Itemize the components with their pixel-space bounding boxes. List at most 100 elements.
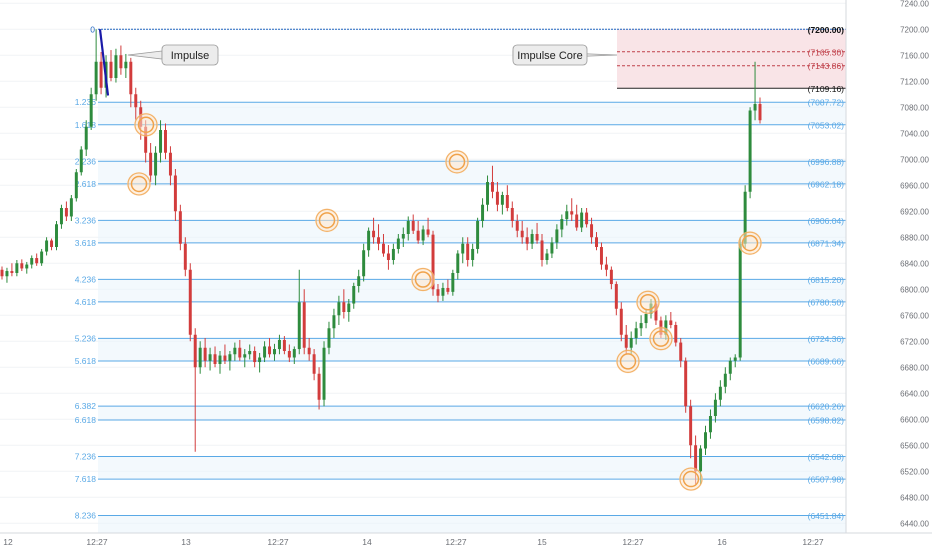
fib-ratio-label: 4.236 [75,274,97,284]
circle-marker-ring [682,470,700,488]
time-tick-label: 15 [537,537,547,547]
fib-ratio-label: 0 [90,24,95,34]
candle-body [495,191,499,205]
candle-body [550,242,554,254]
candle-body [669,320,673,325]
circle-marker-ring [448,153,466,171]
core-level-label: (7109.16) [808,84,845,94]
fib-price-label: (6451.84) [808,511,845,521]
candle-body [426,229,430,235]
candle-body [25,264,29,269]
circle-marker-ring-outer [616,349,640,373]
candle-body [614,284,618,309]
candle-body [168,152,172,176]
candle-body [297,302,301,350]
fib-band [98,456,846,480]
fib-price-label: (6815.20) [808,275,845,285]
fib-price-label: (6962.18) [808,179,845,189]
candle-body [570,211,574,215]
candle-body [604,264,608,270]
impulse-core-zone: (7165.30) (7143.86) (7109.16) [617,29,846,94]
fib-band [98,279,846,302]
candle-body [694,445,698,472]
candle-body [0,269,4,277]
candle-body [713,399,717,416]
candle-body [40,251,44,264]
candle-body [743,191,747,244]
candle-body [738,243,742,358]
price-tick-label: 6560.00 [900,441,929,450]
candle-body [347,303,351,312]
annotations: Impulse Impulse Core [98,29,618,96]
candle-body [213,354,217,364]
price-tick-label: 6440.00 [900,519,929,528]
candle-body [173,175,177,212]
circle-marker-ring [130,175,148,193]
candle-body [263,346,267,358]
price-tick-label: 6520.00 [900,467,929,476]
candle-body [406,221,410,234]
candle-body [119,55,123,69]
time-tick-label: 12 [3,537,13,547]
time-axis-bg [0,533,932,550]
candle-body [733,357,737,361]
candle-body [451,273,455,292]
candle-body [188,269,192,335]
candle-body [396,238,400,249]
candles [0,29,762,485]
candle-body [609,269,613,285]
time-tick-label: 14 [362,537,372,547]
candle-body [352,286,356,304]
candle-body [758,104,762,121]
circle-marker-halo [134,112,158,137]
fib-price-label: (7053.02) [808,120,845,130]
price-tick-label: 6760.00 [900,311,929,320]
circle-marker-ring-outer [315,208,339,232]
candle-body [94,61,98,95]
candle-body [718,386,722,400]
candle-body [590,224,594,238]
candle-body [99,61,103,88]
circle-marker-halo [445,149,469,174]
price-tick-label: 7200.00 [900,25,929,34]
candle-body [312,354,316,374]
impulse-callout-label: Impulse [171,50,210,62]
price-tick-label: 7160.00 [900,51,929,60]
price-tick-label: 6640.00 [900,389,929,398]
candle-body [337,302,341,316]
candle-body [560,219,564,230]
fib-price-label: (6507.98) [808,475,845,485]
candle-body [619,308,623,335]
candle-body [228,354,232,361]
fib-price-label: (6996.88) [808,157,845,167]
core-zone-rect [617,29,846,89]
impulse-core-callout-box [512,44,588,66]
price-tick-label: 7040.00 [900,129,929,138]
fib-ratio-label: 1.236 [75,97,97,107]
circle-marker-ring [414,271,432,288]
candle-body [223,355,227,361]
candle-body [268,346,272,355]
candle-body [10,271,14,273]
candle-body [282,339,286,351]
candle-body [704,432,707,449]
candle-body [287,351,291,358]
candle-body [193,334,197,368]
candle-body [664,320,668,335]
circle-marker-ring-outer [411,267,435,292]
candle-body [327,328,331,348]
candle-body [471,248,475,260]
impulse-callout-box [161,44,219,66]
price-tick-label: 6880.00 [900,233,929,242]
fib-band [98,161,846,184]
candle-body [535,234,539,241]
candle-body [84,126,88,150]
candle-body [575,214,579,228]
candle-body [203,347,207,361]
price-tick-label: 6480.00 [900,493,929,502]
candle-body [15,263,19,273]
candle-body [466,243,470,260]
circle-marker-ring [619,353,637,370]
candle-body [248,351,252,355]
candle-body [461,243,465,254]
